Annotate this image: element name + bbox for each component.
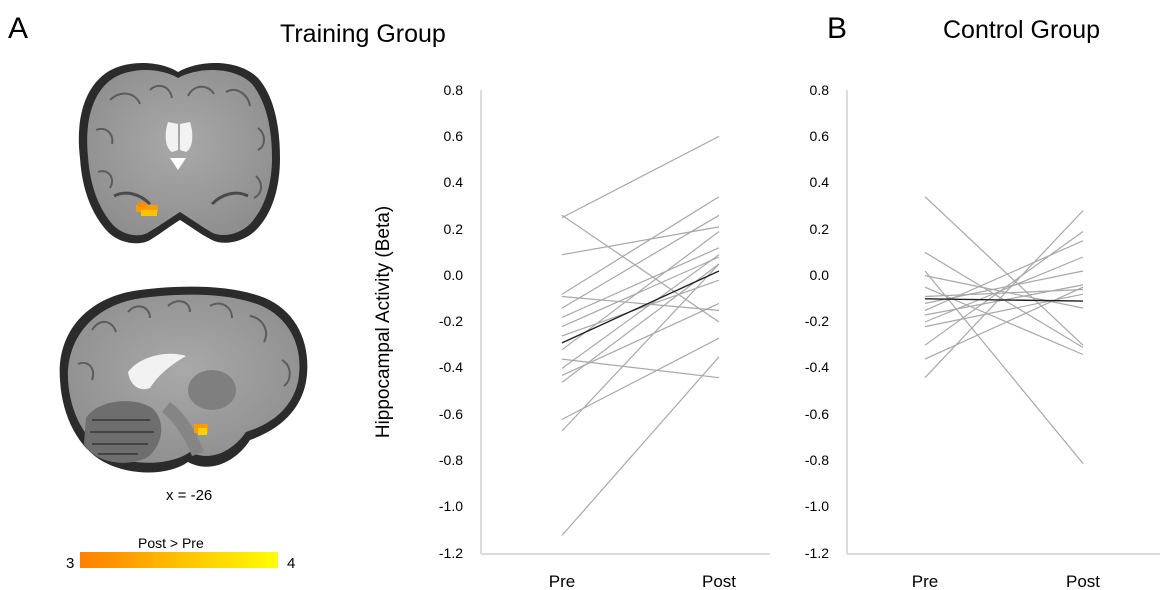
y-tick-label: 0.8 xyxy=(444,82,464,98)
subject-series-line xyxy=(924,270,1084,464)
colorbar-max-label: 4 xyxy=(287,555,295,572)
subject-series-line xyxy=(924,286,1084,360)
subject-series-line xyxy=(561,337,720,420)
subject-series-line xyxy=(561,254,720,369)
x-tick-label: Post xyxy=(702,572,736,590)
y-tick-label: 0.0 xyxy=(810,267,830,283)
y-tick-label: -0.4 xyxy=(439,359,463,375)
subject-series-line xyxy=(561,214,720,323)
training-series-lines xyxy=(561,135,720,536)
y-tick-labels: 0.8 0.6 0.4 0.2 0.0 -0.2 -0.4 -0.6 -0.8 … xyxy=(805,82,829,561)
y-tick-label: -0.8 xyxy=(439,452,463,468)
subject-series-line xyxy=(924,196,1084,346)
y-tick-label: 0.2 xyxy=(444,221,464,237)
colorbar-title: Post > Pre xyxy=(138,535,204,551)
y-tick-label: -1.2 xyxy=(439,545,463,561)
subject-series-line xyxy=(561,279,720,337)
y-tick-label: -1.0 xyxy=(805,498,829,514)
y-tick-label: -0.2 xyxy=(439,313,463,329)
x-tick-label: Pre xyxy=(549,572,575,590)
subject-series-line xyxy=(561,295,720,311)
coronal-brain-slice xyxy=(78,62,280,244)
subject-series-line xyxy=(561,302,720,376)
y-tick-label: 0.4 xyxy=(810,174,830,190)
subject-series-line xyxy=(561,247,720,318)
y-tick-label: -0.8 xyxy=(805,452,829,468)
colorbar-min-label: 3 xyxy=(66,555,74,572)
y-tick-label: -1.0 xyxy=(439,498,463,514)
subject-series-line xyxy=(561,214,720,309)
y-tick-labels: 0.8 0.6 0.4 0.2 0.0 -0.2 -0.4 -0.6 -0.8 … xyxy=(439,82,463,561)
subject-series-line xyxy=(924,231,1084,346)
training-chart: Hippocampal Activity (Beta) 0.8 0.6 0.4 … xyxy=(373,82,770,590)
control-chart: 0.8 0.6 0.4 0.2 0.0 -0.2 -0.4 -0.6 -0.8 … xyxy=(805,82,1160,590)
y-tick-label: 0.6 xyxy=(810,128,830,144)
y-axis-label: Hippocampal Activity (Beta) xyxy=(373,206,394,438)
y-tick-label: -0.4 xyxy=(805,359,829,375)
y-tick-label: 0.8 xyxy=(810,82,830,98)
subject-series-line xyxy=(924,288,1084,298)
subject-series-line xyxy=(561,231,720,351)
subject-series-line xyxy=(561,135,720,219)
y-tick-label: 0.6 xyxy=(444,128,464,144)
subject-series-line xyxy=(924,210,1084,379)
y-tick-label: 0.0 xyxy=(444,267,464,283)
y-tick-label: -0.6 xyxy=(439,406,463,422)
panel-a-title: Training Group xyxy=(280,20,446,48)
subject-series-line xyxy=(561,226,720,256)
subject-series-line xyxy=(924,286,1084,356)
y-tick-label: -0.6 xyxy=(805,406,829,422)
subject-series-line xyxy=(561,256,720,328)
slice-coordinate-label: x = -26 xyxy=(166,487,212,504)
subject-series-line xyxy=(561,196,720,295)
mean-series-line xyxy=(561,270,720,344)
x-tick-label: Post xyxy=(1066,572,1100,590)
y-tick-label: 0.4 xyxy=(444,174,464,190)
sagittal-brain-slice xyxy=(59,286,308,473)
panel-b-title: Control Group xyxy=(943,16,1100,44)
control-series-lines xyxy=(924,196,1084,464)
subject-series-line xyxy=(561,358,720,379)
x-tick-label: Pre xyxy=(912,572,938,590)
subject-series-line xyxy=(924,256,1084,323)
subject-series-line xyxy=(924,270,1084,304)
panel-b-letter: B xyxy=(827,12,847,45)
colorbar-gradient xyxy=(80,552,278,568)
subject-series-line xyxy=(924,275,1084,309)
mean-series-line xyxy=(924,298,1084,302)
y-tick-label: 0.2 xyxy=(810,221,830,237)
panel-a-letter: A xyxy=(8,12,28,45)
y-tick-label: -1.2 xyxy=(805,545,829,561)
y-tick-label: -0.2 xyxy=(805,313,829,329)
subject-series-line xyxy=(561,356,720,536)
subject-series-line xyxy=(561,263,720,432)
colorbar: Post > Pre 3 4 xyxy=(66,535,295,572)
